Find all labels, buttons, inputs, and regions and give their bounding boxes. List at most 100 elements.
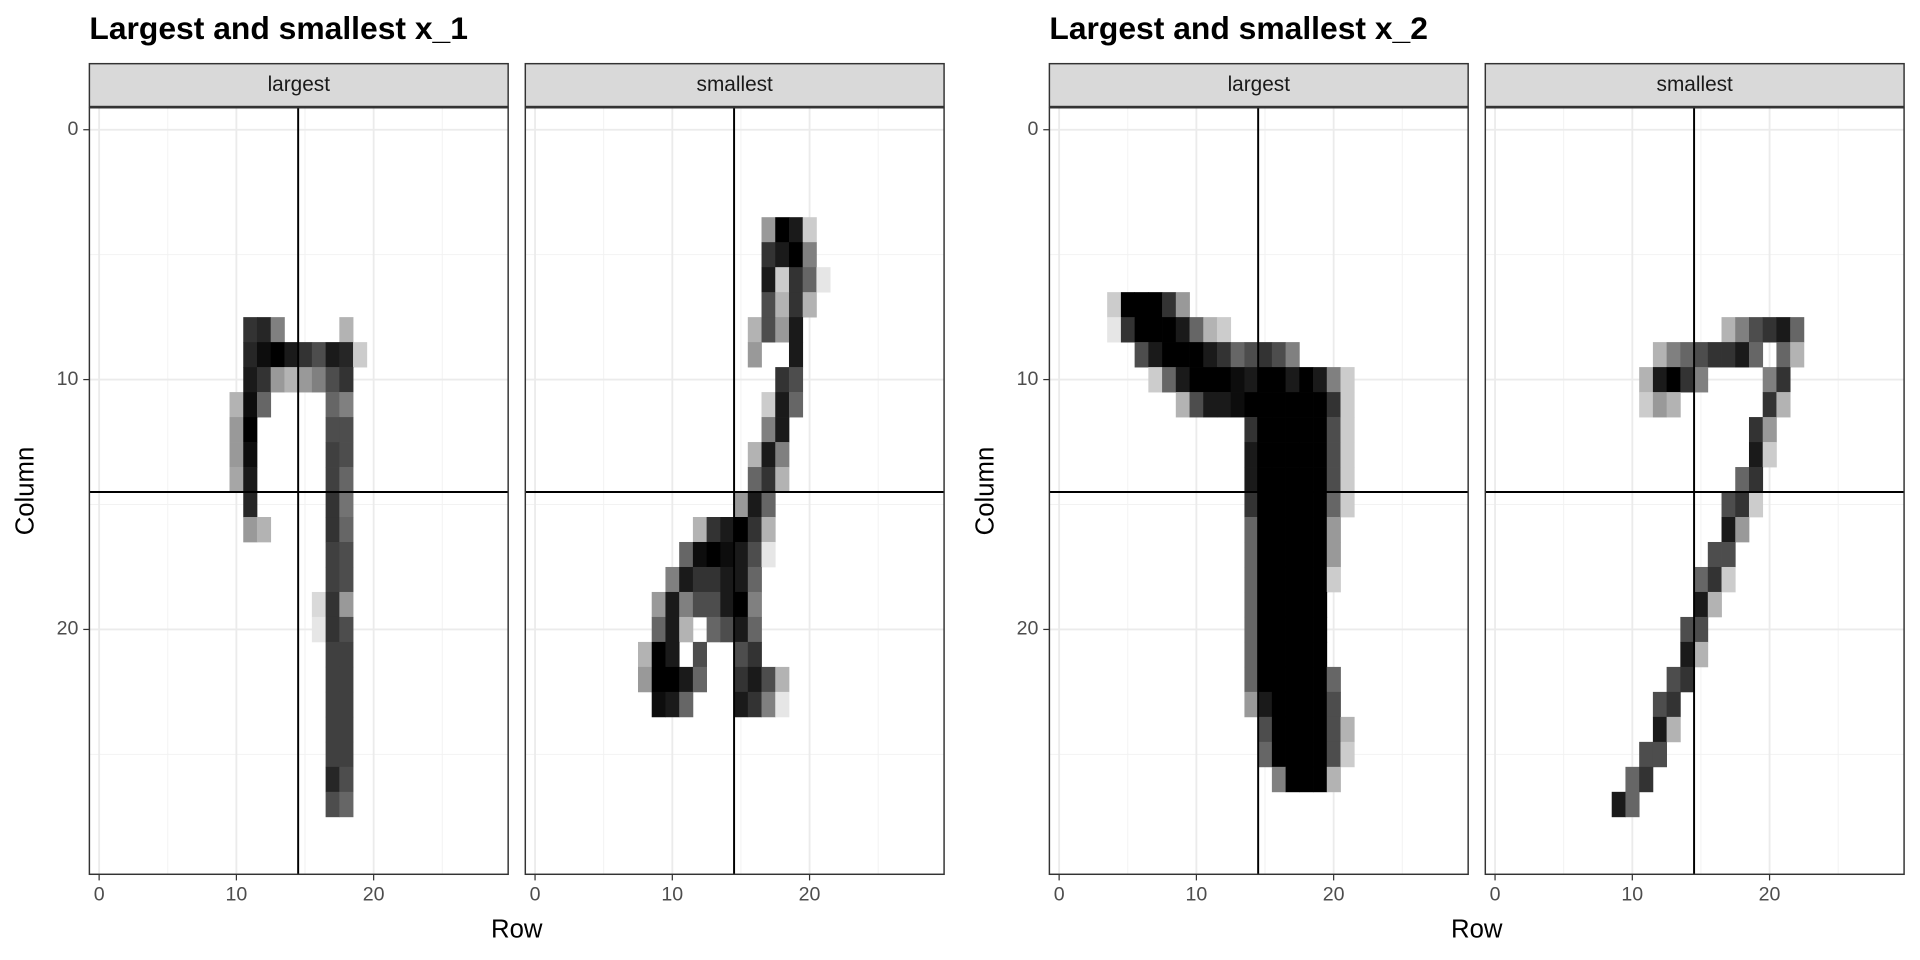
pixel [325,392,340,418]
pixel [761,317,776,343]
pixel [1285,641,1300,668]
pixel [1271,766,1286,793]
pixel [325,691,340,718]
pixel [1326,716,1341,743]
pixel [1258,691,1273,718]
pixel [1175,292,1190,318]
pixel [1244,566,1259,593]
strip [524,62,945,108]
pixel [1175,392,1190,418]
pixel [339,566,354,593]
pixel [1313,541,1328,568]
pixel [1271,716,1286,743]
pixel [325,517,340,543]
pixel [353,342,368,368]
pixel [1776,342,1791,368]
pixel [325,766,340,793]
pixel [1244,641,1259,668]
pixel [1721,342,1736,368]
pixel [1340,716,1355,743]
pixel [747,666,762,693]
pixel [1299,541,1314,568]
pixel [1258,716,1273,743]
pixel [692,641,707,668]
x-tick-label: 0 [1490,883,1501,905]
pixel [1313,392,1328,418]
pixel [747,342,762,368]
pixel [775,417,790,443]
pixel [1285,492,1300,518]
pixel [1258,442,1273,468]
pixel [284,367,299,393]
pixel [1162,317,1177,343]
pixel [325,791,340,818]
pixel [775,691,790,718]
pixel [788,292,804,318]
pixel [1271,492,1286,518]
pixel [1326,392,1341,418]
pixel [256,317,272,343]
pixel [1203,392,1218,418]
pixel [706,591,721,618]
pixel [1326,417,1341,443]
pixel [651,616,666,643]
pixel [339,467,354,493]
pixel [1299,492,1314,518]
pixel [775,467,790,493]
pixel [1313,666,1328,693]
pixel [1326,566,1341,593]
pixel [637,666,653,693]
pixel [1735,342,1750,368]
pixel [651,641,666,668]
pixel [1721,317,1736,343]
pixel [1216,342,1232,368]
y-axis-title: Column [972,447,1000,536]
pixel [1175,317,1190,343]
pixel [339,741,354,768]
pixel [284,342,299,368]
pixel [720,541,735,568]
pixel [1652,691,1667,718]
pixel [1748,492,1764,518]
strip [1048,62,1469,108]
pixel [761,492,776,518]
pixel [734,566,749,593]
pixel [1694,566,1709,593]
pixel [229,417,244,443]
pixel [1299,367,1314,393]
x-tick-label: 20 [1759,883,1781,905]
pixel [311,342,326,368]
pixel [339,691,354,718]
pixel [706,541,721,568]
pixel [692,541,707,568]
pixel [1203,367,1218,393]
pixel [256,367,272,393]
pixel [1258,417,1273,443]
pixel [1340,417,1355,443]
pixel [298,342,313,368]
y-tick-label: 20 [57,618,79,640]
pixel [788,267,804,293]
pixel [1258,566,1273,593]
pixel [1258,342,1273,368]
pixel [1313,442,1328,468]
pixel [1285,741,1300,768]
pixel [788,242,804,268]
pixel [325,541,340,568]
chart-title: Largest and smallest x_1 [89,10,468,46]
pixel [1271,641,1286,668]
pixel [1340,442,1355,468]
pixel [1285,541,1300,568]
pixel [1244,442,1259,468]
pixel [775,242,790,268]
pixel [311,367,326,393]
pixel [761,392,776,418]
pixel [1694,591,1709,618]
pixel [775,392,790,418]
x-tick-label: 10 [1186,883,1208,905]
pixel [816,267,831,293]
pixel [1680,641,1695,668]
pixel [1735,492,1750,518]
y-tick-label: 0 [67,118,78,140]
pixel [325,492,340,518]
